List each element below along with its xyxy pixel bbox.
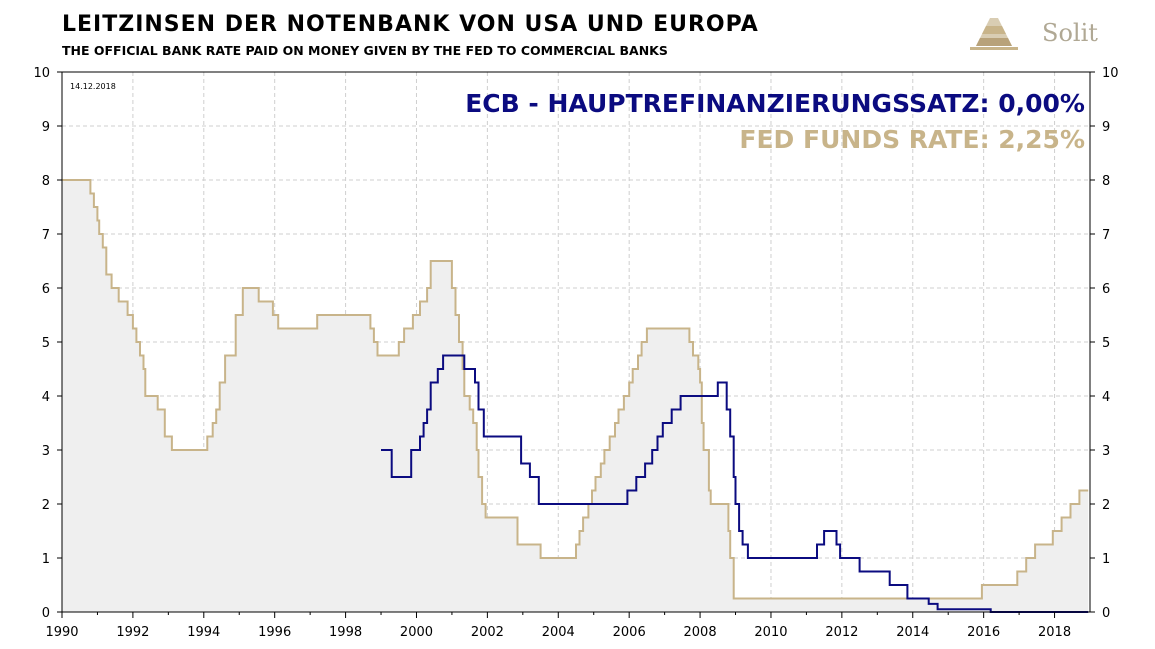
y-tick-label: 2 (42, 498, 50, 513)
y-tick-label: 8 (42, 174, 50, 189)
fed-annotation: FED FUNDS RATE: 2,25% (739, 125, 1085, 154)
ecb-line (381, 354, 1089, 613)
fed-area (62, 180, 1089, 612)
y-tick-label: 4 (42, 390, 50, 405)
y-tick-label: 1 (1102, 552, 1110, 567)
y-tick-label: 0 (42, 606, 50, 621)
x-tick-label: 2012 (825, 625, 858, 640)
y-tick-label: 7 (42, 228, 50, 243)
x-tick-label: 2004 (542, 625, 575, 640)
y-tick-label: 9 (42, 120, 50, 135)
chart-subtitle: THE OFFICIAL BANK RATE PAID ON MONEY GIV… (62, 43, 668, 58)
y-tick-label: 1 (42, 552, 50, 567)
solit-logo-icon (970, 18, 1018, 50)
fed-line (62, 179, 1089, 600)
x-tick-label: 2000 (400, 625, 433, 640)
y-tick-label: 9 (1102, 120, 1110, 135)
x-tick-label: 2018 (1038, 625, 1071, 640)
x-tick-label: 1990 (45, 625, 78, 640)
x-tick-label: 2016 (967, 625, 1000, 640)
chart-title: LEITZINSEN DER NOTENBANK VON USA UND EUR… (62, 12, 759, 37)
y-tick-label: 0 (1102, 606, 1110, 621)
x-tick-label: 2006 (613, 625, 646, 640)
y-tick-label: 10 (33, 66, 50, 81)
y-tick-label: 5 (42, 336, 50, 351)
y-tick-label: 4 (1102, 390, 1110, 405)
x-tick-label: 2014 (896, 625, 929, 640)
y-tick-label: 7 (1102, 228, 1110, 243)
y-tick-label: 6 (1102, 282, 1110, 297)
x-tick-label: 2010 (754, 625, 787, 640)
date-label: 14.12.2018 (70, 82, 116, 91)
y-ticks-left: 0 1 2 3 4 5 6 7 8 9 10 (33, 66, 62, 621)
ecb-annotation: ECB - HAUPTREFINANZIERUNGSSATZ: 0,00% (465, 89, 1085, 118)
y-tick-label: 10 (1102, 66, 1119, 81)
x-tick-label: 2002 (471, 625, 504, 640)
y-tick-label: 5 (1102, 336, 1110, 351)
x-tick-label: 2008 (684, 625, 717, 640)
x-tick-label: 1992 (116, 625, 149, 640)
y-tick-label: 3 (1102, 444, 1110, 459)
x-tick-label: 1994 (187, 625, 220, 640)
y-tick-label: 2 (1102, 498, 1110, 513)
x-ticks: 1990 1992 1994 1996 1998 2000 2002 2004 2006 2008… (45, 612, 1071, 640)
y-tick-label: 8 (1102, 174, 1110, 189)
logo-text: Solit (1042, 19, 1098, 47)
y-tick-label: 6 (42, 282, 50, 297)
x-tick-label: 1996 (258, 625, 291, 640)
x-tick-label: 1998 (329, 625, 362, 640)
y-ticks-right: 0 1 2 3 4 5 6 7 8 9 10 (1090, 66, 1119, 621)
y-tick-label: 3 (42, 444, 50, 459)
